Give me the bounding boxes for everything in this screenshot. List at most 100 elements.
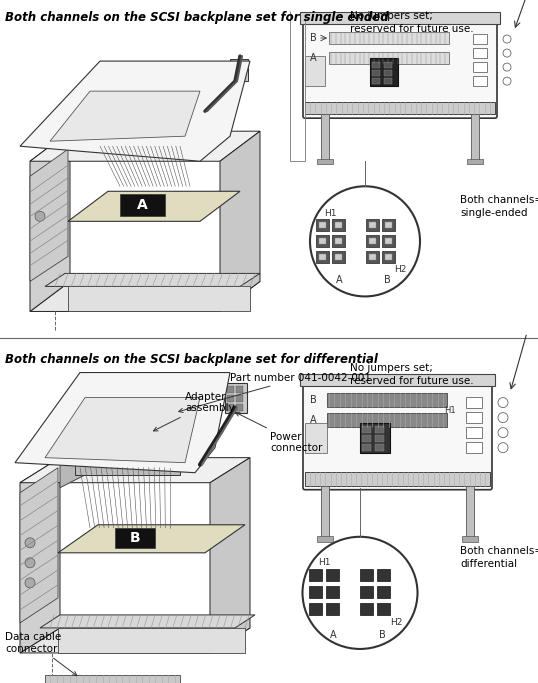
Text: Both channels=
differential: Both channels= differential [460, 546, 538, 570]
Bar [360, 586, 373, 598]
Bar [321, 486, 329, 538]
Bar [225, 382, 247, 413]
Bar [227, 404, 234, 410]
Text: A: A [336, 275, 342, 285]
Circle shape [503, 35, 511, 43]
Text: Both channels on the SCSI backplane set for single ended: Both channels on the SCSI backplane set … [5, 11, 388, 24]
Bar [375, 426, 384, 432]
Bar [317, 159, 333, 164]
Text: Both channels on the SCSI backplane set for differential: Both channels on the SCSI backplane set … [5, 352, 378, 365]
Bar [305, 56, 325, 86]
Polygon shape [30, 281, 260, 311]
Bar [335, 223, 342, 228]
Bar [125, 128, 128, 133]
Bar [329, 52, 449, 64]
Text: Data cable
connector: Data cable connector [5, 632, 77, 675]
Circle shape [35, 211, 45, 221]
Text: B: B [379, 630, 385, 640]
Polygon shape [60, 434, 175, 488]
Bar [385, 254, 392, 260]
Bar [319, 223, 326, 228]
Bar [370, 58, 398, 86]
Bar [185, 128, 188, 133]
Text: H1: H1 [324, 209, 336, 218]
Bar [132, 128, 135, 133]
Bar [335, 238, 342, 245]
FancyBboxPatch shape [303, 376, 492, 490]
Polygon shape [30, 149, 68, 281]
Polygon shape [45, 398, 200, 462]
Bar [143, 449, 149, 453]
Bar [227, 386, 234, 393]
Bar [92, 128, 95, 133]
Polygon shape [120, 194, 165, 217]
Bar [145, 128, 148, 133]
Text: H2: H2 [394, 265, 406, 274]
Bar [168, 449, 174, 453]
Bar [360, 423, 390, 453]
Circle shape [25, 558, 35, 568]
Bar [305, 102, 495, 114]
Text: Part number 041-0042-001: Part number 041-0042-001 [179, 372, 371, 413]
Bar [372, 62, 380, 68]
Bar [384, 78, 392, 84]
Bar [326, 569, 339, 581]
Bar [90, 447, 115, 464]
Bar [138, 128, 141, 133]
Bar [326, 603, 339, 615]
Bar [384, 70, 392, 76]
Bar [369, 238, 376, 245]
Polygon shape [68, 286, 250, 311]
Bar [360, 569, 373, 581]
Bar [239, 62, 244, 66]
Polygon shape [58, 628, 245, 653]
Circle shape [503, 49, 511, 57]
Bar [165, 447, 190, 464]
Text: B: B [310, 33, 317, 43]
Circle shape [498, 413, 508, 423]
Bar [232, 68, 237, 72]
Bar [93, 459, 99, 462]
Bar [239, 74, 244, 78]
Polygon shape [20, 61, 250, 161]
Bar [98, 128, 102, 133]
Text: H2: H2 [390, 618, 402, 628]
Text: B: B [130, 531, 140, 545]
Bar [300, 12, 500, 24]
Bar [112, 128, 115, 133]
Bar [377, 569, 390, 581]
Bar [327, 413, 447, 427]
Bar [466, 397, 482, 408]
Circle shape [25, 538, 35, 548]
Bar [118, 128, 122, 133]
Polygon shape [68, 191, 240, 221]
Text: A: A [310, 415, 317, 425]
Polygon shape [20, 468, 58, 623]
Bar [466, 442, 482, 453]
Polygon shape [30, 131, 70, 311]
Bar [473, 76, 487, 86]
Polygon shape [20, 628, 250, 653]
Bar [332, 251, 345, 264]
Bar [93, 454, 99, 458]
Bar [366, 219, 379, 232]
Bar [90, 133, 190, 148]
Bar [309, 569, 322, 581]
Ellipse shape [310, 186, 420, 296]
Bar [158, 128, 161, 133]
Bar [316, 236, 329, 247]
Polygon shape [45, 675, 180, 683]
Bar [305, 472, 490, 486]
Polygon shape [30, 131, 260, 161]
Bar [375, 434, 384, 442]
Bar [168, 454, 174, 458]
Circle shape [503, 63, 511, 71]
Bar [236, 404, 243, 410]
Bar [385, 223, 392, 228]
Bar [362, 434, 371, 442]
Bar [466, 412, 482, 423]
Bar [103, 449, 109, 453]
Polygon shape [40, 615, 255, 628]
Text: No jumpers set;
reserved for future use.: No jumpers set; reserved for future use. [350, 11, 473, 34]
Bar [366, 251, 379, 264]
